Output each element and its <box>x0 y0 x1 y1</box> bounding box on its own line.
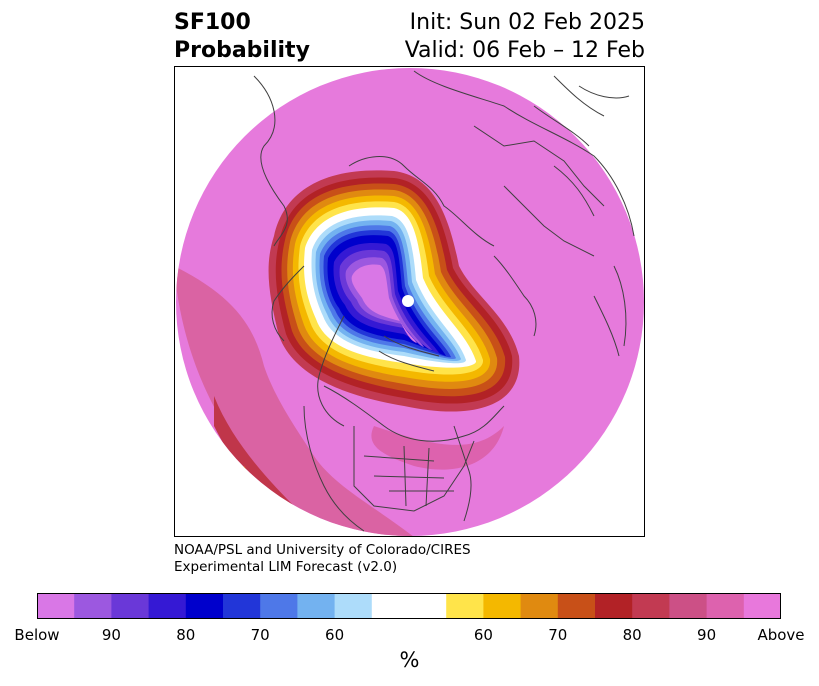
forecast-map <box>174 66 645 537</box>
colorbar-swatch <box>371 593 410 619</box>
colorbar-tick-label: 60 <box>473 626 493 644</box>
colorbar-tick-label: 80 <box>176 626 196 644</box>
colorbar-swatch <box>632 593 670 619</box>
colorbar-ticks: Below 90 80 70 60 60 70 80 90 Above <box>0 626 819 646</box>
credit: NOAA/PSL and University of Colorado/CIRE… <box>174 542 471 576</box>
colorbar-swatch <box>37 593 75 619</box>
colorbar-swatch <box>520 593 559 619</box>
credit-line-2: Experimental LIM Forecast (v2.0) <box>174 559 398 575</box>
colorbar-tick-label: Below <box>14 626 60 644</box>
colorbar-swatch <box>446 593 484 619</box>
probability-field <box>176 68 644 536</box>
colorbar-swatch <box>557 593 596 619</box>
colorbar-swatch <box>595 593 633 619</box>
colorbar-swatch <box>260 593 298 619</box>
colorbar-swatch <box>111 593 150 619</box>
title-left: SF100 Probability <box>174 9 310 65</box>
colorbar-tick-label: Above <box>757 626 805 644</box>
colorbar-swatch <box>669 593 708 619</box>
title-right: Init: Sun 02 Feb 2025 Valid: 06 Feb – 12… <box>405 9 645 65</box>
map-frame <box>174 66 645 537</box>
colorbar-swatch <box>185 593 224 619</box>
colorbar-tick-label: 60 <box>325 626 345 644</box>
colorbar-tick-label: 70 <box>250 626 270 644</box>
colorbar-swatch <box>483 593 522 619</box>
colorbar-swatch <box>74 593 112 619</box>
colorbar-swatch <box>743 593 781 619</box>
colorbar-tick-label: 90 <box>101 626 121 644</box>
credit-line-1: NOAA/PSL and University of Colorado/CIRE… <box>174 542 471 558</box>
colorbar-tick-label: 90 <box>697 626 717 644</box>
colorbar-tick-label: 70 <box>548 626 568 644</box>
colorbar <box>37 593 781 619</box>
colorbar-swatch <box>706 593 745 619</box>
colorbar-swatch <box>223 593 261 619</box>
valid-range: Valid: 06 Feb – 12 Feb <box>404 38 645 63</box>
colorbar-swatch <box>297 593 336 619</box>
variable-name: SF100 <box>174 10 251 35</box>
colorbar-border <box>37 593 781 619</box>
init-date: Init: Sun 02 Feb 2025 <box>409 10 645 35</box>
variable-type: Probability <box>174 38 310 63</box>
coastlines <box>253 70 635 532</box>
colorbar-swatch <box>334 593 373 619</box>
colorbar-unit: % <box>399 648 420 672</box>
colorbar-swatch <box>409 593 447 619</box>
colorbar-tick-label: 80 <box>622 626 642 644</box>
colorbar-swatch <box>148 593 187 619</box>
